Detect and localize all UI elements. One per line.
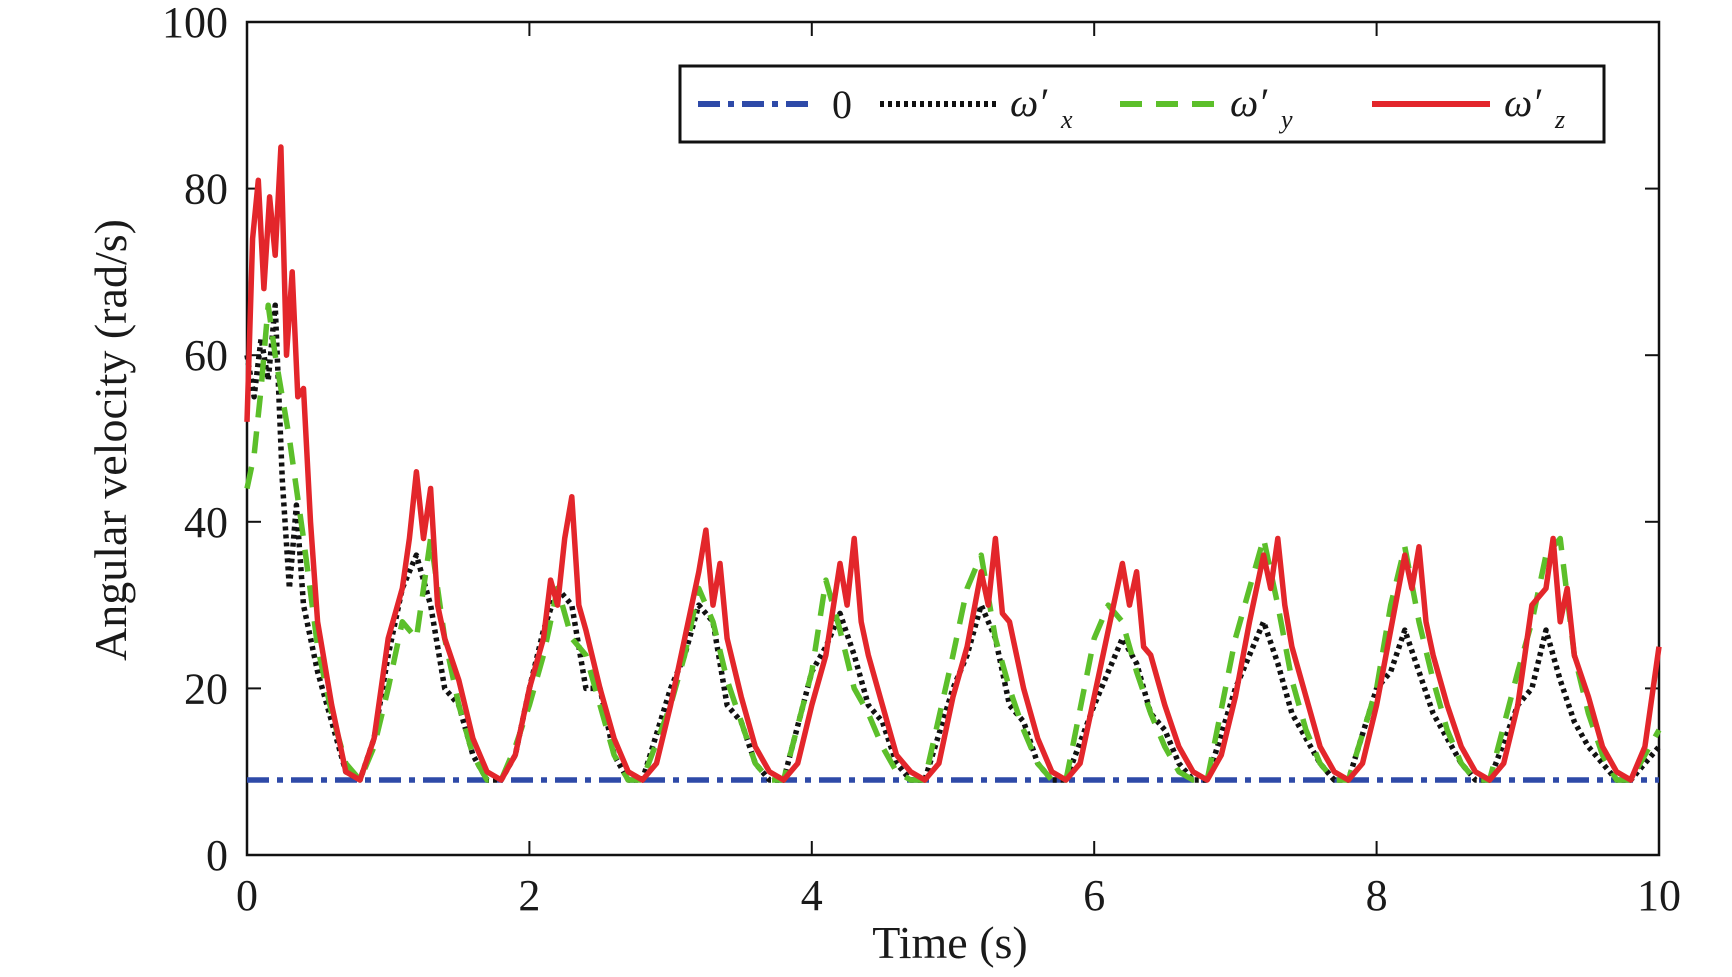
legend-label-zero: 0 [832, 82, 852, 127]
series-line-1 [244, 302, 1662, 783]
y-tick-label-3: 60 [184, 331, 228, 380]
legend-label-omega-y: ω′ [1230, 80, 1268, 125]
legend-sub-omega-z: z [1554, 105, 1565, 134]
y-tick-label-0: 0 [206, 831, 228, 880]
legend: 0 ω′ x ω′ y ω′ z [678, 64, 1606, 144]
series-line-3 [244, 144, 1662, 783]
y-tick-label-5: 100 [162, 0, 228, 47]
y-tick-label-2: 40 [184, 498, 228, 547]
y-axis-title: Angular velocity (rad/s) [85, 219, 136, 661]
legend-sub-omega-x: x [1060, 105, 1073, 134]
legend-label-omega-z: ω′ [1504, 80, 1542, 125]
y-tick-label-4: 80 [184, 165, 228, 214]
x-tick-label-1: 2 [518, 871, 540, 920]
legend-label-omega-x: ω′ [1010, 80, 1048, 125]
legend-sub-omega-y: y [1278, 105, 1293, 134]
x-tick-label-3: 6 [1083, 871, 1105, 920]
x-axis-title: Time (s) [872, 917, 1028, 968]
y-tick-label-1: 20 [184, 664, 228, 713]
x-tick-label-5: 10 [1637, 871, 1681, 920]
x-tick-label-0: 0 [236, 871, 258, 920]
x-tick-label-4: 8 [1366, 871, 1388, 920]
x-tick-label-2: 4 [801, 871, 823, 920]
plot-frame [245, 20, 1661, 857]
